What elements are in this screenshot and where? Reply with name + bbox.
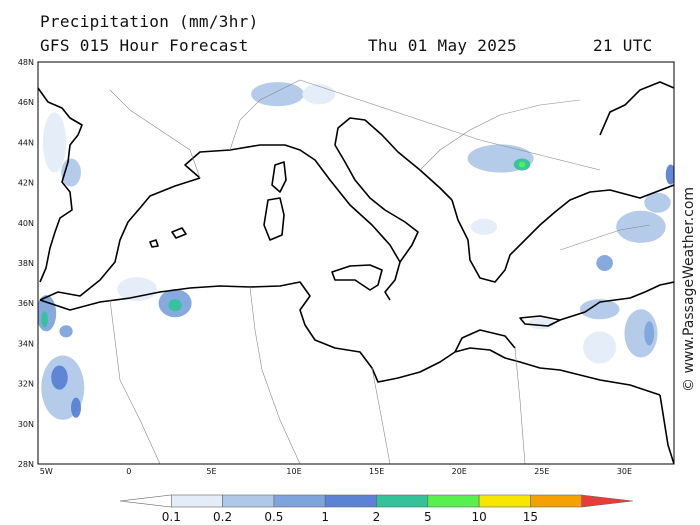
legend-label: 0.5 bbox=[264, 510, 283, 524]
lat-tick-label: 48N bbox=[18, 58, 34, 67]
sicily bbox=[331, 264, 383, 291]
legend-label: 0.1 bbox=[162, 510, 181, 524]
turkey-south-coast bbox=[559, 281, 674, 321]
lon-tick-label: 10E bbox=[286, 467, 301, 476]
lon-tick-label: 0 bbox=[126, 467, 131, 476]
precip-area-algeria-core bbox=[168, 299, 182, 312]
lon-tick-label: 25E bbox=[534, 467, 549, 476]
legend-swatch bbox=[171, 494, 223, 508]
adriatic-coast bbox=[334, 117, 453, 263]
precip-area-algeria-west bbox=[117, 277, 157, 302]
north-africa-coast bbox=[39, 281, 661, 396]
legend-label: 1 bbox=[321, 510, 329, 524]
legend-swatch bbox=[222, 494, 275, 508]
lon-tick-label: 30E bbox=[617, 467, 632, 476]
legend-label: 10 bbox=[471, 510, 486, 524]
lon-tick-label: 20E bbox=[452, 467, 467, 476]
precip-area-morocco-atlas-south bbox=[71, 397, 81, 418]
levant-coast bbox=[659, 394, 674, 464]
map-frame bbox=[37, 61, 675, 465]
lat-tick-label: 46N bbox=[18, 98, 34, 107]
lat-tick-label: 32N bbox=[18, 380, 34, 389]
legend-swatch bbox=[273, 494, 326, 508]
legend-swatch bbox=[427, 494, 480, 508]
coastline-layer bbox=[38, 81, 674, 464]
france-italy-coast bbox=[184, 144, 401, 301]
precip-area-morocco-coast bbox=[59, 325, 73, 338]
lon-tick-label: 15E bbox=[369, 467, 384, 476]
precip-area-turkey-blacksea bbox=[644, 192, 671, 213]
legend-swatch bbox=[530, 494, 583, 508]
legend-label: 0.2 bbox=[213, 510, 232, 524]
credit-label: © www.PassageWeather.com bbox=[681, 186, 697, 392]
legend-swatch bbox=[478, 494, 531, 508]
longitude-axis: 5W 0 5E 10E 15E 20E 25E 30E bbox=[40, 467, 632, 476]
precip-area-crete-area bbox=[528, 317, 556, 330]
lat-tick-label: 30N bbox=[18, 420, 34, 429]
legend-swatch bbox=[119, 494, 172, 508]
blacksea-coast bbox=[599, 81, 674, 136]
precipitation-layer bbox=[38, 82, 674, 420]
map-background bbox=[38, 62, 674, 464]
spain-med-coast bbox=[39, 177, 201, 301]
lat-tick-label: 36N bbox=[18, 299, 34, 308]
precip-area-alps-east bbox=[302, 84, 336, 105]
chart-title: Precipitation (mm/3hr) bbox=[40, 12, 259, 31]
iberia-coast bbox=[38, 87, 83, 283]
lat-tick-label: 42N bbox=[18, 179, 34, 188]
crete bbox=[519, 315, 561, 327]
forecast-time: 21 UTC bbox=[593, 36, 653, 55]
lat-tick-label: 44N bbox=[18, 138, 34, 147]
precip-area-turkey-southwest bbox=[596, 254, 613, 272]
legend-swatch bbox=[581, 494, 634, 508]
lon-tick-label: 5E bbox=[206, 467, 216, 476]
precip-area-spain-north bbox=[61, 158, 81, 187]
precip-area-rhodes-area bbox=[579, 299, 620, 320]
precip-area-levant-sea bbox=[583, 331, 617, 364]
precip-area-turkey-east bbox=[665, 164, 674, 185]
legend-label: 5 bbox=[424, 510, 432, 524]
precip-area-balkans-peak bbox=[518, 161, 526, 168]
precip-area-cyprus-core bbox=[644, 321, 655, 346]
legend-label: 15 bbox=[523, 510, 538, 524]
legend-swatch bbox=[324, 494, 377, 508]
cyrenaica-coast bbox=[454, 329, 516, 353]
precip-area-aegean-north bbox=[470, 218, 498, 235]
latitude-axis: 28N 30N 32N 34N 36N 38N 40N 42N 44N 46N 48N bbox=[18, 58, 34, 469]
greece-coast bbox=[451, 184, 674, 283]
forecast-date: Thu 01 May 2025 bbox=[368, 36, 517, 55]
precip-area-cyprus-west bbox=[624, 309, 658, 358]
precip-area-morocco-core bbox=[41, 311, 48, 328]
lat-tick-label: 34N bbox=[18, 339, 34, 348]
forecast-label: GFS 015 Hour Forecast bbox=[40, 36, 249, 55]
balearic-islands bbox=[149, 227, 187, 248]
corsica bbox=[271, 161, 287, 193]
precip-area-france-west bbox=[42, 112, 67, 173]
legend-swatch bbox=[376, 494, 429, 508]
legend-label: 2 bbox=[373, 510, 381, 524]
precip-area-morocco-atlas-core bbox=[51, 365, 68, 390]
precip-area-alps-west bbox=[251, 82, 304, 107]
sardinia bbox=[263, 197, 285, 241]
lat-tick-label: 28N bbox=[18, 460, 34, 469]
border-layer bbox=[109, 79, 651, 464]
lat-tick-label: 40N bbox=[18, 219, 34, 228]
lat-tick-label: 38N bbox=[18, 259, 34, 268]
lon-tick-label: 5W bbox=[40, 467, 53, 476]
precipitation-legend: 0.1 0.2 0.5 1 2 5 10 15 bbox=[119, 494, 634, 524]
precip-area-turkey-west bbox=[616, 210, 666, 243]
